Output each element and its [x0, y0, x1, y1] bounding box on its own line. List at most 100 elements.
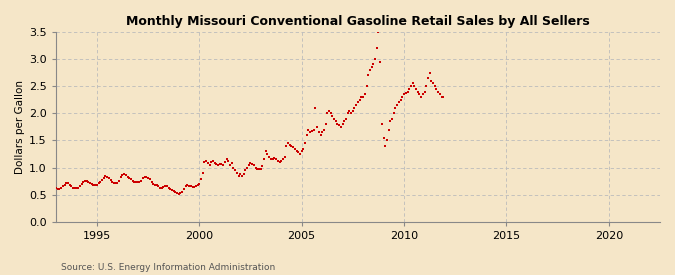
Point: [425, 70, 435, 75]
Point: [226, 161, 237, 165]
Point: [139, 175, 150, 180]
Point: [178, 187, 189, 191]
Point: [228, 165, 239, 170]
Point: [171, 191, 182, 195]
Point: [235, 172, 246, 176]
Point: [128, 178, 138, 183]
Point: [414, 92, 425, 97]
Point: [359, 92, 370, 97]
Point: [99, 176, 109, 180]
Point: [78, 179, 88, 184]
Point: [209, 161, 220, 165]
Point: [146, 180, 157, 184]
Point: [380, 144, 391, 148]
Point: [298, 146, 308, 151]
Point: [317, 130, 327, 134]
Point: [438, 95, 449, 99]
Point: [370, 57, 381, 61]
Point: [378, 136, 389, 140]
Point: [254, 167, 265, 171]
Point: [200, 159, 211, 163]
Point: [194, 182, 205, 186]
Point: [126, 177, 136, 182]
Point: [315, 133, 326, 137]
Point: [267, 157, 278, 162]
Point: [71, 186, 82, 190]
Point: [177, 190, 188, 194]
Point: [76, 182, 87, 186]
Point: [66, 184, 77, 189]
Point: [213, 163, 223, 167]
Point: [208, 159, 219, 163]
Point: [141, 175, 152, 180]
Point: [192, 183, 203, 188]
Point: [279, 155, 290, 159]
Point: [400, 90, 411, 95]
Point: [435, 92, 446, 97]
Point: [170, 190, 181, 195]
Point: [61, 180, 72, 185]
Point: [175, 191, 186, 195]
Point: [296, 149, 307, 153]
Point: [233, 174, 244, 178]
Point: [189, 185, 200, 189]
Point: [412, 89, 423, 94]
Point: [361, 84, 372, 88]
Point: [115, 175, 126, 180]
Point: [327, 114, 338, 118]
Point: [293, 150, 304, 155]
Point: [74, 184, 85, 189]
Point: [417, 92, 428, 97]
Point: [119, 172, 130, 176]
Y-axis label: Dollars per Gallon: Dollars per Gallon: [15, 80, 25, 174]
Point: [354, 98, 365, 102]
Point: [329, 117, 340, 121]
Point: [364, 68, 375, 72]
Point: [149, 183, 160, 187]
Point: [284, 142, 295, 147]
Point: [394, 100, 404, 104]
Point: [144, 177, 155, 182]
Point: [88, 183, 99, 187]
Point: [265, 157, 276, 162]
Point: [57, 184, 68, 189]
Point: [107, 179, 117, 184]
Point: [312, 125, 323, 129]
Point: [383, 127, 394, 132]
Point: [190, 184, 201, 189]
Point: [332, 122, 343, 126]
Point: [399, 92, 410, 97]
Point: [305, 130, 316, 134]
Point: [252, 166, 263, 171]
Point: [97, 178, 107, 182]
Point: [196, 177, 207, 182]
Point: [122, 175, 133, 179]
Point: [245, 161, 256, 165]
Point: [429, 84, 440, 88]
Point: [407, 81, 418, 86]
Point: [387, 117, 398, 121]
Point: [377, 122, 387, 126]
Point: [402, 89, 413, 94]
Point: [310, 106, 321, 110]
Point: [423, 76, 433, 80]
Point: [105, 178, 116, 182]
Point: [294, 152, 305, 156]
Title: Monthly Missouri Conventional Gasoline Retail Sales by All Sellers: Monthly Missouri Conventional Gasoline R…: [126, 15, 590, 28]
Point: [155, 185, 165, 190]
Point: [291, 149, 302, 153]
Point: [161, 184, 172, 189]
Point: [362, 73, 373, 78]
Point: [199, 160, 210, 164]
Point: [184, 184, 194, 188]
Point: [180, 184, 191, 189]
Point: [148, 182, 159, 186]
Point: [206, 160, 217, 164]
Text: Source: U.S. Energy Information Administration: Source: U.S. Energy Information Administ…: [61, 263, 275, 272]
Point: [218, 163, 229, 167]
Point: [276, 159, 287, 163]
Point: [313, 130, 324, 134]
Point: [102, 175, 113, 179]
Point: [388, 111, 399, 116]
Point: [112, 180, 123, 185]
